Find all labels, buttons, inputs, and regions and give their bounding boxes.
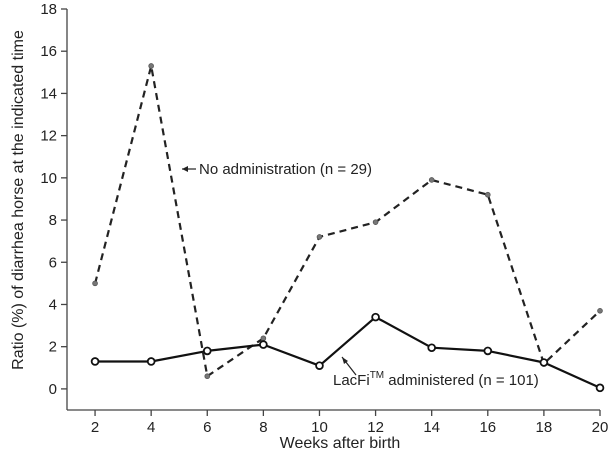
annotation-arrowhead-lacfi <box>342 357 348 364</box>
series-0-point-5 <box>372 219 379 225</box>
x-axis-label: Weeks after birth <box>280 435 401 452</box>
annotation-text-no-admin: No administration (n = 29) <box>199 161 372 178</box>
y-tick-label-4: 4 <box>49 296 57 313</box>
annotation-lacfi-administered: LacFiTM administered (n = 101) <box>333 356 539 389</box>
y-tick-label-6: 6 <box>49 254 57 271</box>
x-tick-labels: 2 4 6 8 10 12 14 16 18 20 <box>91 419 608 436</box>
x-tick-label-20: 20 <box>592 419 609 436</box>
annotation-no-administration: No administration (n = 29) <box>182 161 372 178</box>
series-0-point-0 <box>92 280 98 287</box>
annotation-arrowhead-no-admin <box>182 166 188 172</box>
series-1-point-9 <box>595 383 605 393</box>
series-1-point-7 <box>483 346 493 356</box>
y-tick-label-2: 2 <box>49 339 57 356</box>
x-tick-label-6: 6 <box>203 419 211 436</box>
series-1-point-1 <box>146 357 156 366</box>
series-0-point-9 <box>597 308 603 314</box>
y-tick-label-16: 16 <box>40 43 57 60</box>
series-1-point-8 <box>539 358 549 367</box>
x-tick-label-14: 14 <box>423 419 440 436</box>
series-0-point-3 <box>260 335 267 342</box>
series-1-point-2 <box>202 346 212 356</box>
series-lines <box>94 64 601 389</box>
y-tick-label-14: 14 <box>40 85 57 102</box>
y-tick-labels: 0 2 4 6 8 10 12 14 16 18 <box>40 1 57 398</box>
x-tick-label-16: 16 <box>479 419 496 436</box>
x-tick-label-2: 2 <box>91 419 99 436</box>
series-0-line <box>94 64 601 378</box>
series-0-point-4 <box>316 234 323 240</box>
y-tick-label-12: 12 <box>40 128 57 145</box>
series-markers <box>90 63 605 393</box>
y-tick-label-10: 10 <box>40 170 57 187</box>
series-0-point-1 <box>148 63 154 69</box>
annotation-lacfi-name: LacFi <box>333 372 370 389</box>
y-tick-label-8: 8 <box>49 212 57 229</box>
y-tick-label-0: 0 <box>49 381 57 398</box>
series-0-point-6 <box>428 177 435 183</box>
series-1-point-3 <box>259 340 268 349</box>
series-1-point-5 <box>371 312 380 322</box>
x-tick-label-10: 10 <box>311 419 328 436</box>
annotation-lacfi-tm: TM <box>370 370 384 381</box>
annotation-text-lacfi: LacFiTM administered (n = 101) <box>333 370 539 389</box>
axes <box>61 8 601 416</box>
series-1-point-4 <box>315 361 324 370</box>
series-1-point-0 <box>90 357 100 366</box>
series-0-point-2 <box>204 373 211 380</box>
series-1-point-6 <box>427 343 436 353</box>
x-tick-label-18: 18 <box>536 419 553 436</box>
x-tick-label-4: 4 <box>147 419 155 436</box>
x-tick-label-12: 12 <box>367 419 384 436</box>
series-1-line <box>95 316 601 389</box>
series-0-point-7 <box>484 191 491 198</box>
x-tick-label-8: 8 <box>259 419 267 436</box>
y-axis-label: Ratio (%) of diarrhea horse at the indic… <box>10 30 27 370</box>
annotation-lacfi-rest: administered (n = 101) <box>384 372 539 389</box>
y-tick-label-18: 18 <box>40 1 57 18</box>
